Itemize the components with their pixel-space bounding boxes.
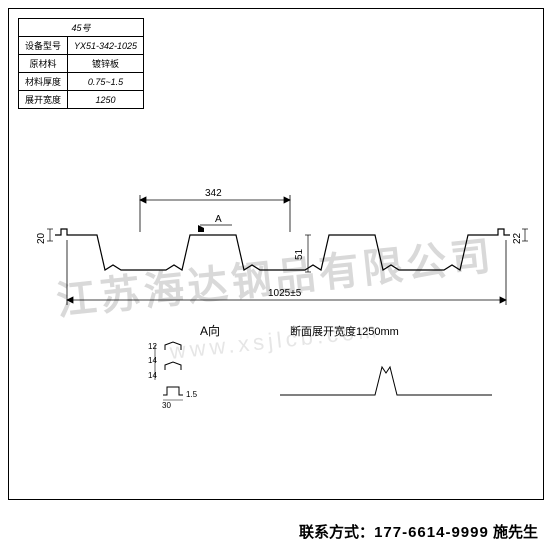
detail-base: 30: [162, 401, 171, 410]
dim-left-h: 20: [36, 232, 47, 244]
contact-line: 联系方式：177-6614-9999 施先生: [299, 521, 538, 542]
detail-thk: 1.5: [186, 390, 198, 399]
detail-views: [163, 342, 183, 395]
contact-name: 施先生: [489, 524, 538, 541]
dim-right-h: 22: [512, 232, 523, 244]
dim-mid-h: 51: [294, 248, 305, 260]
detail-b: 14: [148, 356, 157, 365]
drawing-svg: 342 A 1025±5 20 22 51 A向 断面展开宽度1250mm 12…: [0, 0, 550, 550]
section-subtitle: A向: [200, 323, 220, 338]
expand-width-label: 断面展开宽度1250mm: [290, 324, 399, 338]
contact-phone: 177-6614-9999: [374, 524, 489, 541]
rib-detail: [280, 367, 492, 395]
contact-label: 联系方式：: [299, 524, 374, 541]
dim-width-label: 1025±5: [268, 288, 302, 299]
dim-pitch-label: 342: [205, 188, 222, 199]
detail-c: 14: [148, 371, 157, 380]
section-mark: A: [215, 214, 222, 225]
detail-a: 12: [148, 342, 157, 351]
profile-path: [55, 229, 510, 270]
